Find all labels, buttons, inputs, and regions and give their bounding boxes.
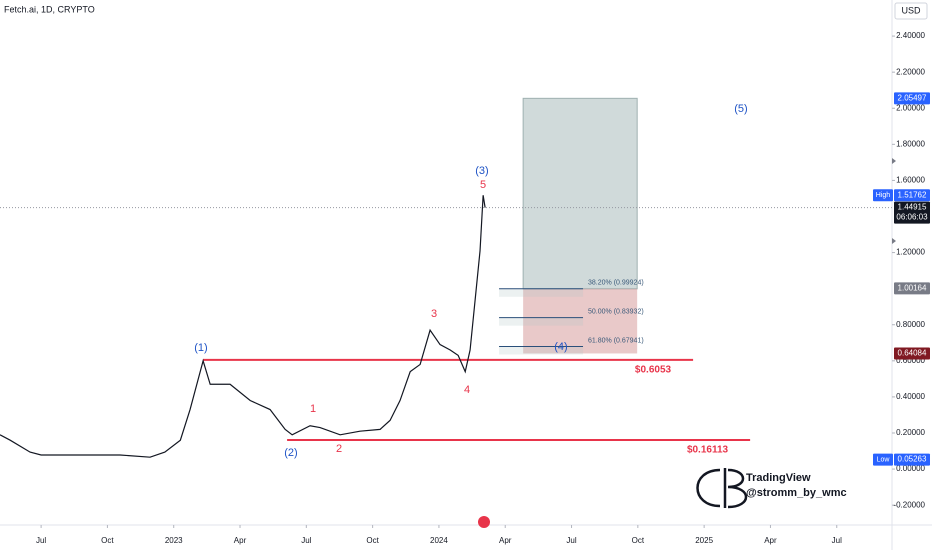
fib-zone — [499, 288, 584, 297]
y-tick-label: 0.60000 — [896, 356, 925, 365]
price-tag-sub: 06:06:03 — [896, 213, 928, 222]
y-tick-label: 2.40000 — [896, 31, 925, 40]
wave-label: (2) — [284, 447, 297, 459]
price-tag — [894, 92, 930, 105]
wave-label: (3) — [475, 165, 488, 177]
wave-label: 5 — [480, 179, 486, 191]
fib-label: 61.80% (0.67941) — [588, 337, 644, 344]
x-tick-label: 2023 — [165, 536, 183, 545]
x-tick-label: Jul — [301, 536, 311, 545]
price-tag-label: 1.51762 — [898, 190, 927, 199]
price-tag-label: 0.64084 — [898, 349, 927, 358]
chart-title: Fetch.ai, 1D, CRYPTO — [4, 4, 95, 14]
y-tick-label: 0.00000 — [896, 464, 925, 473]
watermark-logo — [696, 468, 748, 509]
y-tick-label: 2.00000 — [896, 103, 925, 112]
wave-label: (4) — [554, 341, 567, 353]
y-tick-label: -0.20000 — [893, 500, 925, 509]
event-icon[interactable] — [478, 516, 490, 528]
price-line — [0, 195, 486, 458]
price-tag-label: 2.05497 — [898, 93, 927, 102]
wave-label: 2 — [336, 443, 342, 455]
price-tag — [894, 201, 930, 224]
fib-label: 38.20% (0.99924) — [588, 280, 644, 287]
level-label: $0.6053 — [635, 365, 672, 376]
price-tag-label: 1.00164 — [898, 283, 927, 292]
price-tag-badge — [873, 189, 893, 202]
fib-label: 50.00% (0.83932) — [588, 308, 644, 315]
wave-label: (5) — [734, 103, 747, 115]
x-tick-label: Oct — [101, 536, 114, 545]
x-tick-label: Jul — [36, 536, 46, 545]
currency-box[interactable] — [894, 2, 928, 20]
wave-label: 4 — [464, 384, 470, 396]
watermark-brand: TradingView — [746, 472, 811, 484]
x-tick-label: 2025 — [695, 536, 713, 545]
price-tag-badge — [873, 453, 893, 466]
y-tick-label: 0.40000 — [896, 392, 925, 401]
price-tag — [894, 347, 930, 360]
wave-label: 1 — [310, 403, 316, 415]
level-label: $0.16113 — [687, 445, 729, 456]
x-tick-label: Oct — [366, 536, 379, 545]
price-tag-badge-label: High — [876, 192, 891, 199]
y-tick-label: 0.80000 — [896, 320, 925, 329]
y-tick-label: 1.80000 — [896, 139, 925, 148]
y-tick-label: 0.20000 — [896, 428, 925, 437]
x-tick-label: Jul — [832, 536, 842, 545]
y-tick-label: 1.60000 — [896, 176, 925, 185]
price-tag — [894, 282, 930, 295]
x-tick-label: Apr — [499, 536, 512, 545]
wave-label: 3 — [431, 308, 437, 320]
price-tag-label: 0.05263 — [898, 455, 927, 464]
price-tag — [894, 453, 930, 466]
y-tick-label: 1.20000 — [896, 248, 925, 257]
price-tag-label: 1.44915 — [898, 203, 927, 212]
x-tick-label: Apr — [234, 536, 247, 545]
x-tick-label: 2024 — [430, 536, 448, 545]
x-tick-label: Jul — [566, 536, 576, 545]
y-tick-label: 2.20000 — [896, 67, 925, 76]
price-tag-badge-label: Low — [877, 456, 891, 463]
currency: USD — [901, 5, 921, 15]
watermark-author: @stromm_by_wmc — [746, 487, 847, 499]
x-tick-label: Apr — [764, 536, 777, 545]
wave-label: (1) — [194, 342, 207, 354]
x-tick-label: Oct — [632, 536, 645, 545]
stop-zone — [523, 288, 638, 354]
fib-zone — [499, 317, 584, 326]
target-zone — [522, 97, 638, 290]
price-tag — [894, 189, 930, 202]
fib-zone — [499, 346, 584, 355]
